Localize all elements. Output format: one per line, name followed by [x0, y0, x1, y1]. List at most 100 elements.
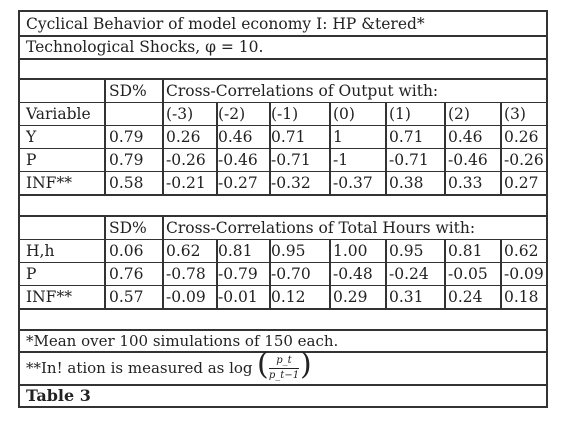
- correlation-value: -0.01: [218, 288, 258, 306]
- column-rule: [329, 102, 331, 194]
- row-label: INF**: [26, 288, 72, 306]
- column-rule: [385, 239, 387, 308]
- correlation-value: 0.46: [448, 128, 483, 146]
- column-rule: [329, 239, 331, 308]
- row-rule: [20, 262, 546, 263]
- group-header: Cross-Correlations of Output with:: [166, 82, 439, 100]
- divider: [20, 58, 546, 60]
- divider: [20, 384, 546, 386]
- correlation-value: -0.26: [504, 151, 544, 169]
- lag-header: (-2): [218, 105, 246, 123]
- column-rule: [216, 102, 218, 194]
- correlation-value: 0.81: [448, 242, 483, 260]
- correlation-value: -0.46: [448, 151, 488, 169]
- row-label: P: [26, 265, 37, 283]
- table-frame: Cyclical Behavior of model economy I: HP…: [18, 10, 548, 408]
- row-rule: [20, 285, 546, 286]
- correlation-value: 0.33: [448, 174, 483, 192]
- sd-value: 0.06: [109, 242, 144, 260]
- sd-header: SD%: [109, 219, 147, 237]
- divider: [20, 215, 546, 217]
- correlation-value: 0.71: [389, 128, 424, 146]
- close-paren: ): [300, 347, 312, 382]
- correlation-value: 0.29: [333, 288, 368, 306]
- correlation-value: 0.24: [448, 288, 483, 306]
- column-rule: [385, 102, 387, 194]
- table-label: Table 3: [26, 386, 91, 405]
- correlation-value: -1: [333, 151, 349, 169]
- correlation-value: 0.31: [389, 288, 424, 306]
- column-rule: [500, 102, 502, 194]
- divider: [20, 194, 546, 196]
- correlation-value: -0.79: [218, 265, 258, 283]
- footnote-inflation: **In! ation is measured as log: [26, 359, 253, 377]
- correlation-value: -0.71: [271, 151, 311, 169]
- row-rule: [20, 239, 546, 240]
- row-rule: [20, 125, 546, 126]
- sd-value: 0.79: [109, 128, 144, 146]
- row-label: P: [26, 151, 37, 169]
- footnote-mean: *Mean over 100 simulations of 150 each.: [26, 332, 339, 350]
- correlation-value: 0.71: [271, 128, 306, 146]
- sd-value: 0.57: [109, 288, 144, 306]
- correlation-value: -0.05: [448, 265, 488, 283]
- lag-header: (2): [448, 105, 470, 123]
- column-rule: [104, 78, 106, 194]
- correlation-value: -0.27: [218, 174, 258, 192]
- correlation-value: 0.62: [166, 242, 201, 260]
- divider: [20, 35, 546, 37]
- column-rule: [162, 215, 164, 308]
- sd-value: 0.58: [109, 174, 144, 192]
- variable-header: Variable: [26, 105, 91, 123]
- lag-header: (1): [389, 105, 411, 123]
- open-paren: (: [257, 347, 269, 382]
- lag-header: (3): [504, 105, 526, 123]
- correlation-value: 0.38: [389, 174, 424, 192]
- sd-header: SD%: [109, 82, 147, 100]
- correlation-value: -0.37: [333, 174, 373, 192]
- correlation-value: 0.81: [218, 242, 253, 260]
- correlation-value: -0.32: [271, 174, 311, 192]
- correlation-value: 0.26: [504, 128, 539, 146]
- fraction-bar: [269, 368, 299, 369]
- column-rule: [444, 239, 446, 308]
- column-rule: [104, 215, 106, 308]
- correlation-value: -0.21: [166, 174, 206, 192]
- correlation-value: 0.26: [166, 128, 201, 146]
- correlation-value: -0.70: [271, 265, 311, 283]
- column-rule: [216, 239, 218, 308]
- row-label: Y: [26, 128, 37, 146]
- correlation-value: -0.78: [166, 265, 206, 283]
- fraction-numerator: p_t: [276, 355, 292, 366]
- correlation-value: -0.24: [389, 265, 429, 283]
- column-rule: [500, 239, 502, 308]
- correlation-value: 0.12: [271, 288, 306, 306]
- column-rule: [162, 78, 164, 194]
- row-label: H,h: [26, 242, 55, 260]
- row-rule: [20, 102, 546, 103]
- correlation-value: 0.95: [389, 242, 424, 260]
- correlation-value: -0.48: [333, 265, 373, 283]
- caption-line-1: Cyclical Behavior of model economy I: HP…: [26, 15, 425, 33]
- lag-header: (0): [333, 105, 355, 123]
- correlation-value: -0.46: [218, 151, 258, 169]
- correlation-value: -0.71: [389, 151, 429, 169]
- row-rule: [20, 171, 546, 172]
- sd-value: 0.79: [109, 151, 144, 169]
- lag-header: (-1): [271, 105, 299, 123]
- correlation-value: 0.27: [504, 174, 539, 192]
- divider: [20, 351, 546, 353]
- correlation-value: 1: [333, 128, 343, 146]
- sd-value: 0.76: [109, 265, 144, 283]
- column-rule: [269, 239, 271, 308]
- column-rule: [269, 102, 271, 194]
- lag-header: (-3): [166, 105, 194, 123]
- correlation-value: -0.09: [504, 265, 544, 283]
- correlation-value: 0.46: [218, 128, 253, 146]
- divider: [20, 308, 546, 310]
- divider: [20, 78, 546, 80]
- row-label: INF**: [26, 174, 72, 192]
- group-header: Cross-Correlations of Total Hours with:: [166, 219, 476, 237]
- column-rule: [444, 102, 446, 194]
- correlation-value: 1.00: [333, 242, 368, 260]
